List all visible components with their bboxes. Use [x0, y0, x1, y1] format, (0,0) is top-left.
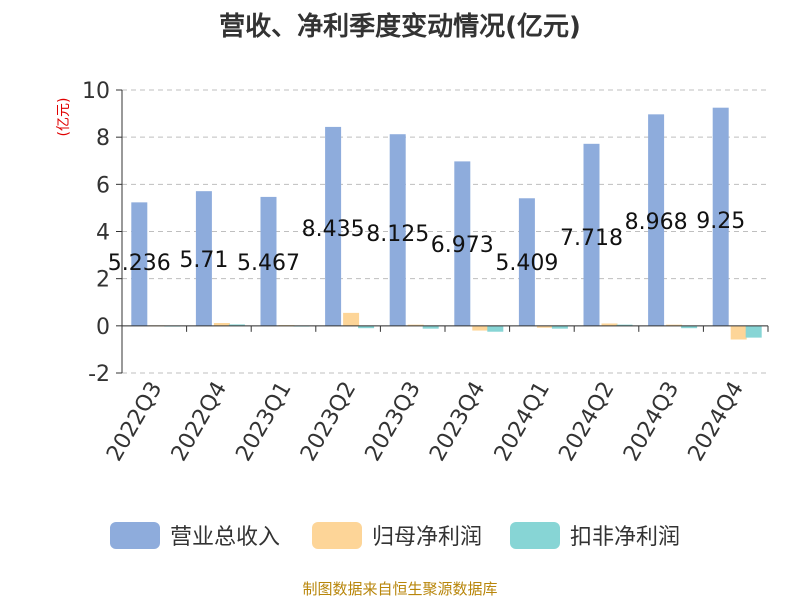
- bar-revenue: [195, 191, 212, 326]
- legend-label-revenue: 营业总收入: [170, 525, 281, 550]
- x-tick-label: 2022Q4: [167, 378, 232, 466]
- legend-item-revenue[interactable]: 营业总收入: [110, 519, 280, 551]
- x-tick-label: 2023Q3: [361, 378, 426, 466]
- bar-revenue: [518, 198, 535, 326]
- y-tick-label: 4: [96, 221, 110, 246]
- y-axis-label: (亿元): [56, 98, 72, 137]
- bar-net-profit: [536, 325, 553, 328]
- legend-label-net-profit: 归母净利润: [372, 525, 483, 550]
- legend-item-net-profit[interactable]: 归母净利润: [312, 519, 482, 551]
- bar-revenue: [260, 196, 277, 326]
- legend-label-deducted-profit: 扣非净利润: [570, 525, 681, 550]
- bar-deducted-profit: [358, 325, 375, 329]
- bar-deducted-profit: [487, 325, 504, 332]
- y-tick-label: 6: [96, 173, 110, 198]
- x-tick-label: 2024Q1: [490, 378, 555, 466]
- x-tick-label: 2023Q4: [425, 378, 490, 466]
- legend-swatch-revenue: [110, 521, 160, 549]
- bar-deducted-profit: [745, 325, 762, 338]
- source-note: 制图数据来自恒生聚源数据库: [302, 580, 498, 598]
- y-tick-label: -2: [88, 362, 110, 387]
- bar-revenue: [131, 202, 148, 326]
- data-label: 8.125: [366, 222, 429, 247]
- y-tick-label: 2: [96, 268, 110, 293]
- legend-swatch-net-profit: [312, 521, 362, 549]
- bar-revenue: [583, 143, 600, 326]
- data-label: 7.718: [560, 226, 623, 251]
- bar-revenue: [389, 134, 406, 326]
- legend-item-deducted-profit[interactable]: 扣非净利润: [510, 519, 680, 551]
- bar-net-profit: [213, 323, 230, 326]
- data-label: 5.71: [179, 248, 228, 273]
- y-tick-label: 10: [82, 79, 110, 104]
- legend-swatch-deducted-profit: [510, 521, 560, 549]
- x-tick-label: 2024Q4: [684, 378, 749, 466]
- bar-net-profit: [343, 312, 360, 326]
- x-tick-label: 2024Q2: [554, 378, 619, 466]
- bar-revenue: [648, 114, 665, 326]
- chart-title: 营收、净利季度变动情况(亿元): [219, 12, 581, 42]
- x-tick-label: 2022Q3: [102, 378, 167, 466]
- bar-deducted-profit: [228, 324, 245, 326]
- data-label: 8.968: [625, 210, 688, 235]
- bar-revenue: [454, 161, 471, 326]
- data-label: 5.467: [237, 251, 300, 276]
- x-tick-label: 2024Q3: [619, 378, 684, 466]
- y-tick-label: 8: [96, 126, 110, 151]
- bar-net-profit: [601, 323, 618, 326]
- data-label: 5.236: [108, 251, 171, 276]
- data-label: 6.973: [431, 233, 494, 258]
- x-tick-label: 2023Q2: [296, 378, 361, 466]
- bar-deducted-profit: [616, 324, 633, 326]
- data-label: 8.435: [302, 217, 365, 242]
- x-tick-label: 2023Q1: [231, 378, 296, 466]
- data-label: 5.409: [495, 251, 558, 276]
- bar-revenue: [325, 126, 342, 326]
- bar-deducted-profit: [422, 325, 439, 329]
- bar-net-profit: [407, 324, 424, 326]
- y-tick-label: 0: [96, 315, 110, 340]
- bar-net-profit: [730, 325, 747, 340]
- bar-net-profit: [666, 324, 683, 326]
- bar-deducted-profit: [681, 325, 698, 329]
- bar-deducted-profit: [551, 325, 568, 329]
- legend: 营业总收入 归母净利润 扣非净利润: [0, 519, 800, 551]
- bar-revenue: [712, 107, 729, 326]
- data-label: 9.25: [696, 209, 745, 234]
- bar-net-profit: [472, 325, 489, 331]
